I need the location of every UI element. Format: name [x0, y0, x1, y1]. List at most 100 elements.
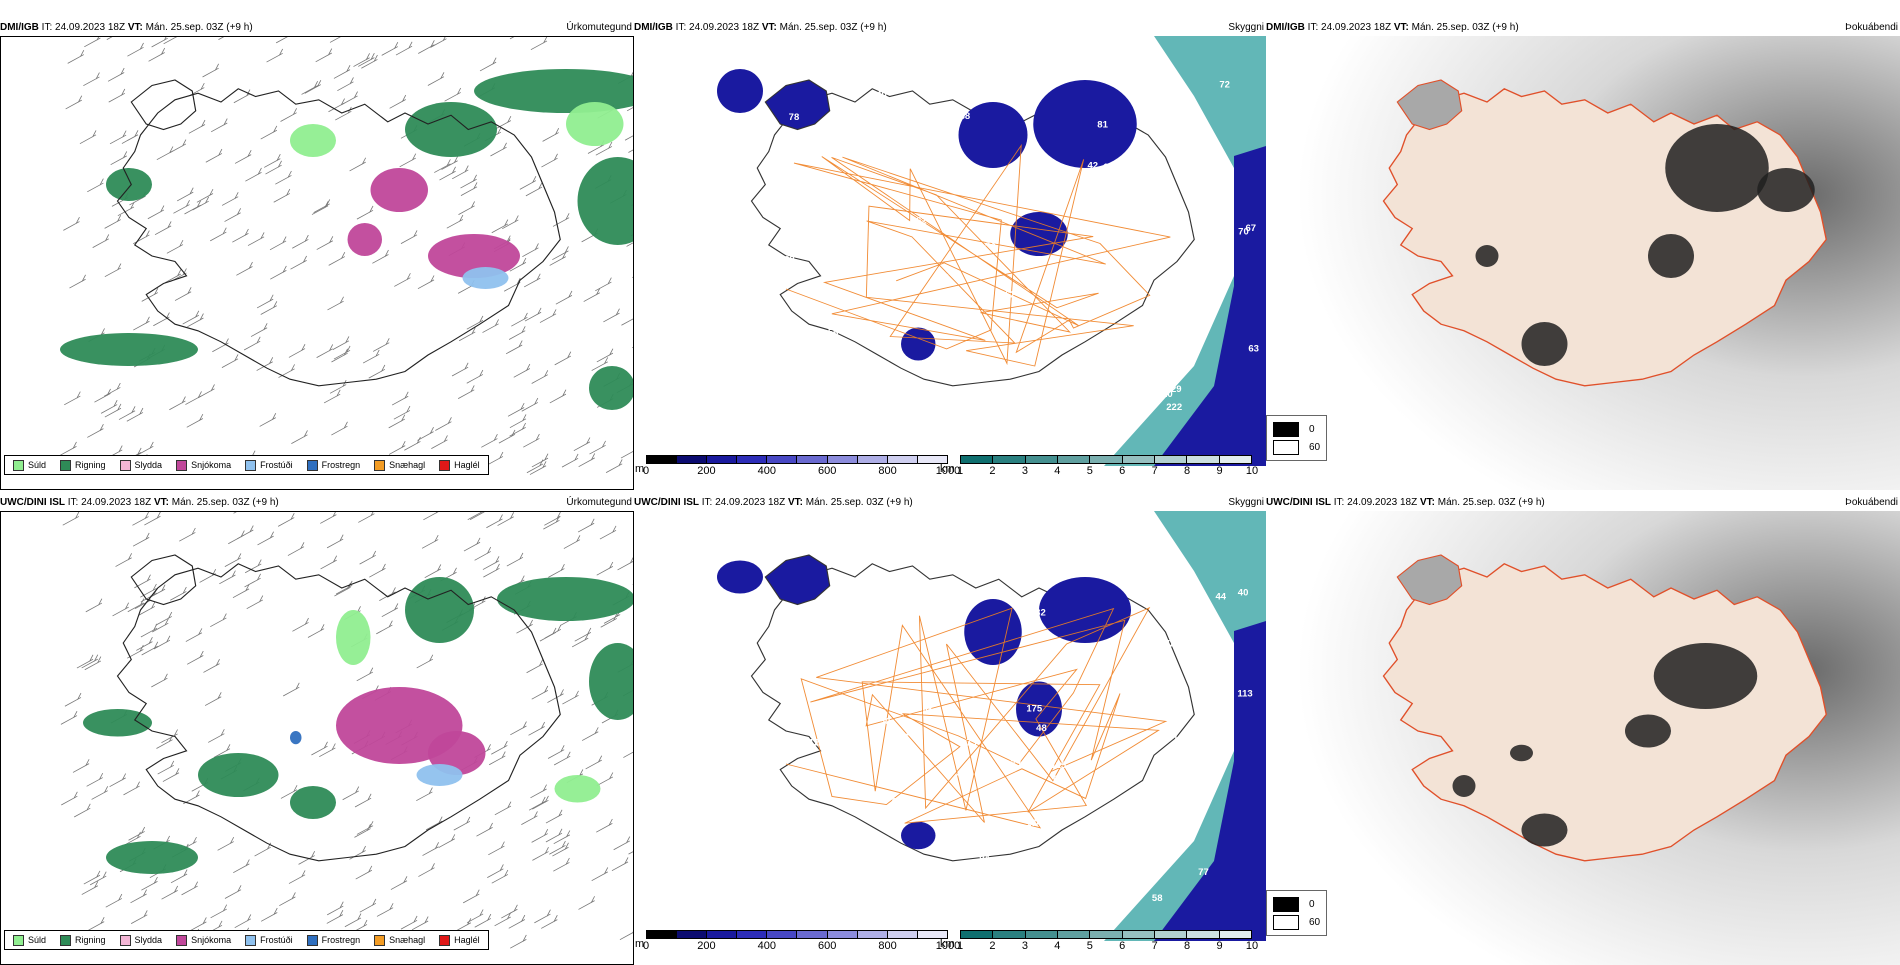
wind-barb: [225, 553, 241, 566]
legend-label: Snjókoma: [191, 460, 231, 470]
wind-barb: [275, 171, 291, 184]
visibility-value-label: 82: [1035, 607, 1046, 618]
wind-barb: [247, 596, 263, 609]
visibility-value-label: 44: [1215, 591, 1226, 602]
visibility-value-label: 72: [1219, 80, 1230, 91]
header-model: DMI/IGB: [634, 22, 673, 33]
wind-barb: [341, 92, 357, 105]
wind-barb: [233, 584, 249, 597]
wind-barb: [234, 511, 250, 513]
wind-barb: [153, 313, 169, 326]
wind-barb: [382, 42, 398, 55]
wind-barb: [173, 200, 189, 213]
wind-barb: [63, 217, 79, 230]
wind-barb: [119, 406, 135, 419]
visibility-value-label: 59: [790, 626, 801, 637]
wind-barb: [522, 398, 538, 411]
wind-barb: [276, 36, 292, 43]
precip-area: [290, 731, 302, 744]
wind-barb: [233, 859, 249, 872]
wind-barb: [401, 230, 417, 243]
wind-barb: [400, 154, 416, 167]
distance-tick: 8: [1184, 940, 1190, 952]
wind-barb: [376, 621, 392, 634]
wind-barb: [562, 691, 578, 704]
visibility-value-label: 72: [918, 409, 929, 420]
wind-barb: [510, 935, 526, 948]
wind-barb: [510, 414, 526, 427]
precip-area: [290, 124, 336, 157]
visibility-value-label: 42: [1087, 161, 1098, 172]
precip-area: [589, 366, 634, 410]
wind-barb: [218, 36, 234, 40]
fog-area: [1654, 643, 1758, 709]
legend-item: Snjókoma: [176, 460, 231, 471]
wind-barb: [330, 36, 346, 42]
wind-barb: [534, 910, 550, 923]
wind-barb: [597, 349, 613, 362]
wind-barb: [267, 49, 283, 62]
fog-legend-row: 60: [1273, 438, 1320, 456]
wind-barb: [562, 454, 578, 467]
wind-barb: [177, 188, 193, 201]
wind-barb: [200, 569, 216, 582]
wind-barb: [499, 430, 515, 443]
wind-barb: [467, 370, 483, 383]
wind-barb: [141, 877, 157, 890]
wind-barb: [527, 460, 543, 473]
wind-barb: [483, 564, 499, 577]
distance-tick: 1: [957, 465, 963, 477]
wind-barb: [261, 908, 277, 921]
wind-barb: [492, 870, 508, 883]
wind-barb: [127, 43, 143, 56]
wind-barb: [618, 557, 634, 570]
visibility-value-label: 58: [1145, 625, 1156, 636]
wind-barb: [439, 834, 455, 847]
low-visibility-area: [717, 561, 763, 594]
legend-label: Frostúði: [260, 460, 293, 470]
precip-area: [106, 841, 198, 874]
wind-barb: [190, 917, 206, 930]
wind-barb: [425, 564, 441, 577]
wind-barb: [428, 72, 444, 85]
wind-barb: [169, 397, 185, 410]
wind-barb: [520, 176, 536, 189]
wind-barb: [412, 917, 428, 930]
visibility-value-label: 66: [1053, 774, 1064, 785]
header-it: IT: 24.09.2023 18Z: [1334, 497, 1417, 508]
wind-barb: [507, 553, 523, 566]
distance-tick: 3: [1022, 940, 1028, 952]
wind-barb: [167, 240, 183, 253]
wind-barb: [222, 192, 238, 205]
legend-label: Haglél: [454, 935, 480, 945]
wind-barb: [133, 533, 149, 546]
wind-barb: [292, 235, 308, 248]
wind-barb: [572, 634, 588, 647]
header-it: IT: 24.09.2023 18Z: [42, 22, 125, 33]
wind-barb: [198, 384, 214, 397]
wind-barb: [110, 773, 126, 786]
wind-barb: [329, 252, 345, 265]
wind-barb: [333, 336, 349, 349]
wind-barb: [510, 423, 526, 436]
wind-barb: [612, 857, 628, 870]
wind-barb: [396, 42, 412, 55]
wind-barb: [237, 526, 253, 539]
wind-barb: [251, 323, 267, 336]
fog-legend-row: 60: [1273, 913, 1320, 931]
header-it: IT: 24.09.2023 18Z: [676, 22, 759, 33]
wind-barb: [488, 842, 504, 855]
visibility-value-label: 41: [1197, 716, 1208, 727]
wind-barb: [184, 201, 200, 214]
wind-barb: [357, 668, 373, 681]
wind-barb: [461, 182, 477, 195]
wind-barb: [151, 674, 167, 687]
wind-barb: [225, 885, 241, 898]
wind-barb: [205, 692, 221, 705]
visibility-value-label: 67: [1245, 223, 1256, 234]
wind-barb: [361, 55, 377, 68]
westfjords-outline: [131, 80, 195, 130]
wind-barb: [108, 68, 124, 81]
height-tick: 200: [697, 465, 715, 477]
